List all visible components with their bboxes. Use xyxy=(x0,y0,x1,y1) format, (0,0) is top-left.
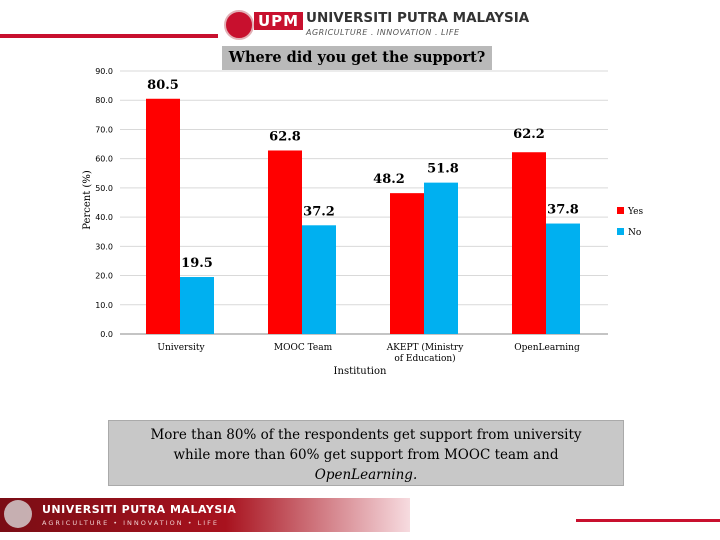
y-axis-label: Percent (%) xyxy=(82,170,93,230)
data-label: 19.5 xyxy=(181,256,213,271)
header-university-name: UNIVERSITI PUTRA MALAYSIA xyxy=(306,10,530,26)
footer-band xyxy=(0,498,410,532)
data-label: 51.8 xyxy=(427,162,459,177)
y-tick-label: 0.0 xyxy=(100,330,113,339)
y-tick-label: 40.0 xyxy=(95,213,113,222)
summary-line-1: More than 80% of the respondents get sup… xyxy=(150,427,582,443)
upm-seal-icon xyxy=(224,10,254,40)
data-label: 37.2 xyxy=(303,204,335,219)
bar-yes xyxy=(390,193,424,334)
summary-line-3: OpenLearning. xyxy=(314,467,418,483)
legend-swatch-yes xyxy=(617,207,624,214)
bar-no xyxy=(546,223,580,334)
x-tick-label: of Education) xyxy=(394,353,455,364)
x-tick-label: AKEPT (Ministry xyxy=(386,342,465,353)
header-tagline: AGRICULTURE . INNOVATION . LIFE xyxy=(306,28,460,37)
bar-yes xyxy=(268,150,302,334)
bar-yes xyxy=(512,152,546,334)
footer-university-name: UNIVERSITI PUTRA MALAYSIA xyxy=(42,503,237,516)
y-tick-labels: 0.0 10.0 20.0 30.0 40.0 50.0 60.0 70.0 80.0 90.0 xyxy=(95,67,113,339)
y-tick-label: 10.0 xyxy=(95,301,113,310)
y-tick-label: 80.0 xyxy=(95,96,113,105)
y-tick-label: 60.0 xyxy=(95,155,113,164)
y-tick-label: 20.0 xyxy=(95,272,113,281)
upm-wordmark: UPM xyxy=(254,12,304,30)
bar-no xyxy=(302,225,336,334)
data-labels: 80.5 19.5 62.8 37.2 48.2 51.8 62.2 37.8 xyxy=(147,78,579,271)
bar-no xyxy=(180,277,214,334)
summary-line-2: while more than 60% get support from MOO… xyxy=(173,447,559,463)
summary-box: More than 80% of the respondents get sup… xyxy=(108,420,624,486)
x-tick-label: MOOC Team xyxy=(274,343,333,353)
bar-yes xyxy=(146,98,180,334)
y-tick-label: 50.0 xyxy=(95,184,113,193)
footer-seal-icon xyxy=(4,500,32,528)
footer-accent-bar xyxy=(576,519,720,522)
data-label: 62.8 xyxy=(269,129,301,144)
x-axis-label: Institution xyxy=(334,366,387,377)
legend-swatch-no xyxy=(617,228,624,235)
legend: Yes No xyxy=(617,207,643,238)
bar-no xyxy=(424,182,458,334)
footer-logo: UNIVERSITI PUTRA MALAYSIA AGRICULTURE • … xyxy=(0,496,720,540)
y-tick-label: 30.0 xyxy=(95,242,113,251)
header-accent-bar xyxy=(0,34,218,38)
x-tick-label: OpenLearning xyxy=(514,343,580,353)
data-label: 80.5 xyxy=(147,78,179,93)
y-tick-label: 90.0 xyxy=(95,67,113,76)
data-label: 37.8 xyxy=(547,203,579,218)
header-logo: UPM UNIVERSITI PUTRA MALAYSIA AGRICULTUR… xyxy=(0,6,720,44)
bar-chart: 0.010.020.030.040.050.060.070.080.090.0 … xyxy=(82,67,643,377)
legend-label-no: No xyxy=(628,228,641,238)
footer-tagline: AGRICULTURE • INNOVATION • LIFE xyxy=(42,519,219,527)
data-label: 48.2 xyxy=(373,172,405,187)
chart-title: Where did you get the support? xyxy=(222,46,492,70)
x-tick-label: University xyxy=(157,343,205,353)
data-label: 62.2 xyxy=(513,127,545,142)
legend-label-yes: Yes xyxy=(627,207,643,217)
y-tick-label: 70.0 xyxy=(95,125,113,134)
bars xyxy=(146,98,580,334)
